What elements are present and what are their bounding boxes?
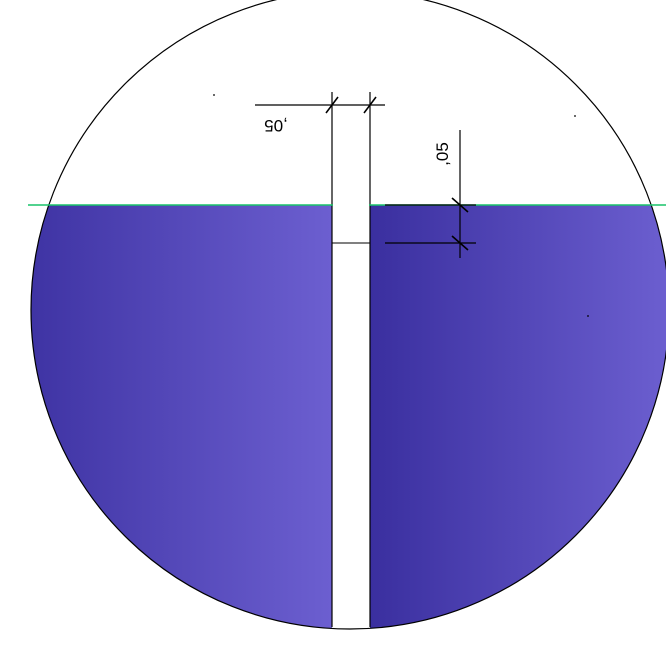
depth-tick-bottom — [451, 235, 469, 251]
width-tick-left — [325, 96, 339, 114]
width-dimension-label: ,05 — [264, 116, 288, 135]
width-tick-right — [363, 96, 377, 114]
depth-dimension: ,05 — [385, 130, 476, 258]
depth-tick-top — [451, 197, 469, 213]
filled-section — [31, 205, 666, 629]
depth-dimension-label: ,05 — [433, 142, 452, 166]
right-fill-region — [370, 205, 666, 629]
stray-point — [213, 94, 215, 96]
stray-point — [587, 315, 589, 317]
width-dimension: ,05 — [255, 96, 385, 135]
slot-gap — [333, 203, 369, 208]
stray-point — [574, 115, 576, 117]
left-fill-region — [31, 205, 332, 629]
outer-circle-outline — [30, 0, 666, 630]
